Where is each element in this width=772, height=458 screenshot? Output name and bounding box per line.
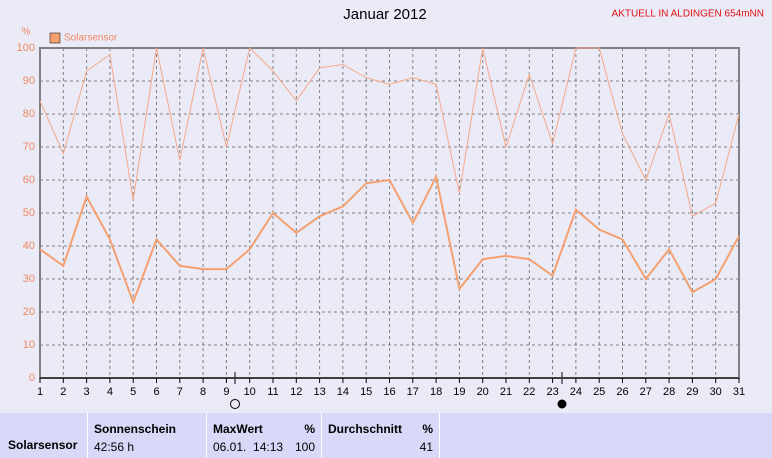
x-tick-label: 26	[616, 386, 628, 398]
x-tick-label: 31	[733, 386, 745, 398]
y-tick-label: 50	[23, 207, 35, 219]
cell-value: 100	[294, 440, 315, 454]
y-tick-label: 70	[23, 141, 35, 153]
line	[39, 47, 740, 218]
y-tick-label: 0	[29, 372, 35, 384]
y-tick-label: 10	[23, 339, 35, 351]
x-tick-label: 9	[223, 386, 229, 398]
x-tick-label: 6	[153, 386, 159, 398]
chart-title: Januar 2012	[343, 6, 426, 23]
x-tick-label: 14	[337, 386, 349, 398]
cell-value: 41	[419, 440, 433, 454]
x-tick-label: 4	[107, 386, 113, 398]
x-tick-label: 25	[593, 386, 605, 398]
x-tick-label: 15	[360, 386, 372, 398]
chart: Januar 2012 AKTUELL IN ALDINGEN 654mNN %…	[17, 6, 764, 409]
column-title: MaxWert	[213, 422, 263, 436]
x-tick-label: 27	[640, 386, 652, 398]
y-label: %	[22, 27, 31, 38]
x-tick-label: 20	[477, 386, 489, 398]
column-title: Durchschnitt	[328, 422, 403, 436]
x-tick-label: 16	[383, 386, 395, 398]
x-tick-label: 29	[686, 386, 698, 398]
x-tick-label: 23	[546, 386, 558, 398]
x-tick-label: 24	[570, 386, 582, 398]
y-tick-label: 90	[23, 75, 35, 87]
x-tick-label: 18	[430, 386, 442, 398]
legend-swatch	[49, 32, 61, 44]
x-tick-label: 17	[407, 386, 419, 398]
column-unit: %	[304, 422, 315, 436]
x-tick-label: 12	[290, 386, 302, 398]
x-tick-label: 2	[60, 386, 66, 398]
x-tick-label: 19	[453, 386, 465, 398]
x-tick-label: 22	[523, 386, 535, 398]
column-title: Sonnenschein	[94, 422, 177, 436]
column-unit: %	[422, 422, 433, 436]
row-label-cell: Solarsensor	[0, 413, 88, 458]
empty-cell	[440, 413, 772, 458]
x-tick-label: 28	[663, 386, 675, 398]
cell: MaxWert % 06.01. 14:13 100	[207, 413, 322, 458]
y-tick-label: 30	[23, 273, 35, 285]
summary-table: Solarsensor Sonnenschein 42:56 h MaxWert…	[0, 413, 772, 458]
legend-label: Solarsensor	[64, 33, 118, 44]
row-label: Solarsensor	[8, 438, 78, 452]
x-tick-label: 3	[84, 386, 90, 398]
full-moon	[230, 399, 240, 409]
x-tick-label: 7	[177, 386, 183, 398]
cell-time: 06.01. 14:13	[213, 440, 284, 454]
cell: Sonnenschein 42:56 h	[88, 413, 207, 458]
x-tick-label: 10	[244, 386, 256, 398]
x-tick-label: 1	[37, 386, 43, 398]
x-tick-label: 30	[710, 386, 722, 398]
new-moon	[557, 399, 567, 409]
x-tick-label: 8	[200, 386, 206, 398]
x-tick-label: 13	[313, 386, 325, 398]
cell: Durchschnitt % 41	[322, 413, 440, 458]
moon-markers	[230, 372, 567, 409]
subtitle: AKTUELL IN ALDINGEN 654mNN	[612, 9, 764, 20]
x-tick-label: 5	[130, 386, 136, 398]
line	[39, 173, 740, 305]
y-tick-label: 40	[23, 240, 35, 252]
y-tick-label: 60	[23, 174, 35, 186]
y-tick-label: 20	[23, 306, 35, 318]
y-tick-label: 80	[23, 108, 35, 120]
x-tick-label: 21	[500, 386, 512, 398]
x-tick-label: 11	[267, 386, 278, 398]
cell-value: 42:56 h	[94, 440, 135, 454]
y-tick-label: 100	[17, 42, 35, 54]
